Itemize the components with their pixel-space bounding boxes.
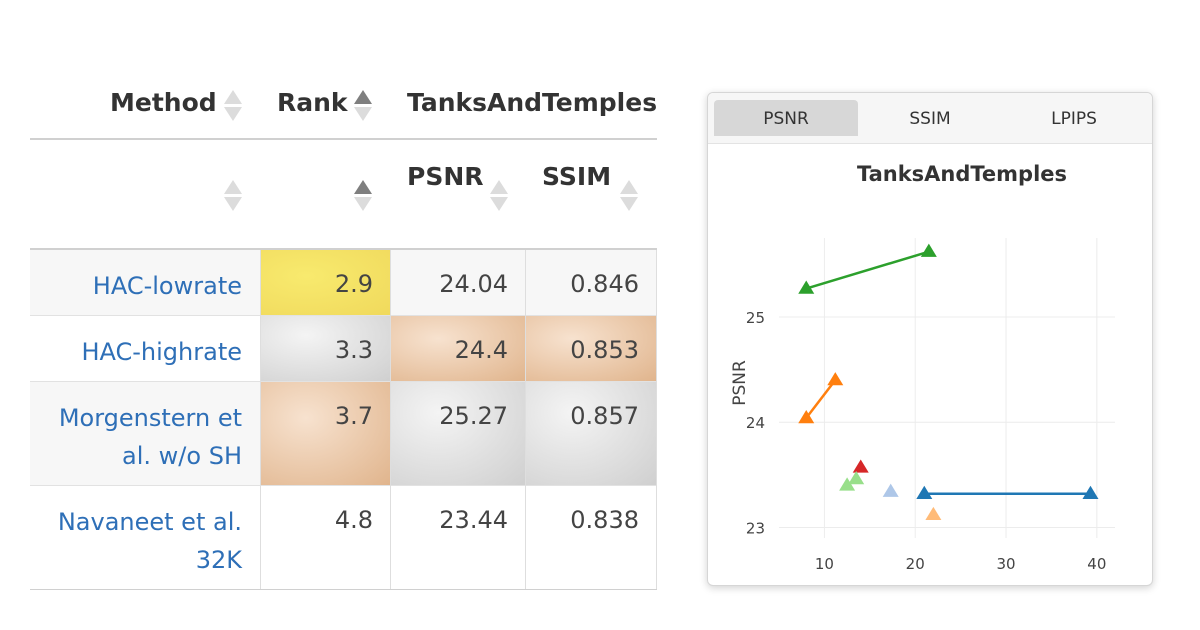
rank-cell: 3.7: [260, 382, 391, 485]
method-line: al. w/o SH: [122, 442, 242, 470]
row-divider: [30, 485, 657, 486]
header-ssim[interactable]: SSIM: [542, 162, 612, 191]
ssim-cell: 0.838: [570, 506, 639, 534]
y-tick-label: 23: [746, 519, 765, 537]
row-divider: [30, 381, 657, 382]
data-point-light-green: [848, 471, 865, 485]
row-divider: [30, 315, 657, 316]
psnr-cell: 24.4: [391, 316, 526, 381]
ssim-cell: 0.853: [526, 316, 657, 381]
tab-ssim[interactable]: SSIM: [909, 109, 951, 129]
sort-method-icon-2[interactable]: [224, 180, 242, 212]
sort-ssim-icon[interactable]: [620, 180, 638, 212]
method-cell: Navaneet et al. 32K: [30, 486, 260, 589]
table-row: Morgenstern et al. w/o SH 3.7 25.27 0.857: [30, 382, 657, 485]
method-line: 32K: [195, 546, 242, 574]
data-point-green: [798, 280, 815, 294]
x-tick-label: 30: [996, 555, 1015, 573]
method-link[interactable]: HAC-highrate: [81, 338, 242, 366]
tab-psnr[interactable]: PSNR: [714, 100, 858, 136]
header-dataset: TanksAndTemples: [407, 88, 658, 117]
data-point-red: [852, 459, 869, 473]
data-point-green: [920, 243, 937, 257]
header-bottom-divider: [30, 248, 657, 250]
rank-cell: 3.3: [260, 316, 391, 381]
metric-tab-bar: PSNR SSIM LPIPS: [708, 93, 1152, 144]
header-method[interactable]: Method: [110, 88, 217, 117]
header-divider: [30, 138, 657, 140]
method-line: Navaneet et al.: [57, 508, 242, 536]
column-divider: [656, 250, 657, 589]
series-line-green: [805, 250, 930, 290]
data-point-orange: [798, 410, 815, 424]
column-divider: [525, 250, 526, 589]
psnr-cell: 24.04: [439, 270, 508, 298]
column-divider: [260, 250, 261, 589]
table-row: Navaneet et al. 32K 4.8 23.44 0.838: [30, 486, 657, 589]
x-tick-label: 40: [1087, 555, 1106, 573]
table-bottom-border: [30, 589, 657, 590]
data-point-blue: [916, 485, 933, 499]
method-cell: Morgenstern et al. w/o SH: [30, 382, 260, 485]
data-point-light-green: [839, 477, 856, 491]
table-row: HAC-lowrate 2.9 24.04 0.846: [30, 250, 657, 315]
x-tick-label: 10: [815, 555, 834, 573]
method-cell: HAC-highrate: [30, 316, 260, 381]
psnr-chart: TanksAndTemples10203040232425Size (MB)PS…: [730, 162, 1115, 573]
sort-method-icon[interactable]: [224, 90, 242, 122]
ssim-cell: 0.846: [570, 270, 639, 298]
psnr-cell: 23.44: [439, 506, 508, 534]
x-tick-label: 20: [906, 555, 925, 573]
sort-psnr-icon[interactable]: [490, 180, 508, 212]
method-link[interactable]: Morgenstern et al. w/o SH: [59, 404, 242, 470]
data-point-orange: [827, 372, 844, 386]
sort-rank-icon[interactable]: [354, 90, 372, 122]
sort-rank-icon-2[interactable]: [354, 180, 372, 212]
y-tick-label: 25: [746, 309, 765, 327]
table-row: HAC-highrate 3.3 24.4 0.853: [30, 316, 657, 381]
column-divider: [390, 250, 391, 589]
header-rank[interactable]: Rank: [277, 88, 348, 117]
data-point-blue: [1082, 485, 1099, 499]
ssim-cell: 0.857: [526, 382, 657, 485]
y-tick-label: 24: [746, 414, 765, 432]
series-line-orange: [805, 379, 837, 419]
data-point-light-orange: [925, 506, 942, 521]
method-line: Morgenstern et: [58, 404, 242, 432]
rank-cell: 4.8: [334, 506, 373, 534]
chart-title: TanksAndTemples: [857, 162, 1067, 186]
header-psnr[interactable]: PSNR: [407, 162, 484, 191]
data-point-light-blue: [882, 483, 899, 497]
method-link[interactable]: HAC-lowrate: [92, 272, 242, 300]
rank-cell: 2.9: [260, 250, 391, 315]
y-axis-label: PSNR: [730, 360, 750, 406]
tab-lpips[interactable]: LPIPS: [1051, 109, 1097, 129]
method-cell: HAC-lowrate: [30, 250, 260, 315]
psnr-cell: 25.27: [391, 382, 526, 485]
chart-panel: PSNR SSIM LPIPS TanksAndTemples 10 20 30 40 2…: [707, 92, 1153, 586]
method-link[interactable]: Navaneet et al. 32K: [58, 508, 242, 574]
